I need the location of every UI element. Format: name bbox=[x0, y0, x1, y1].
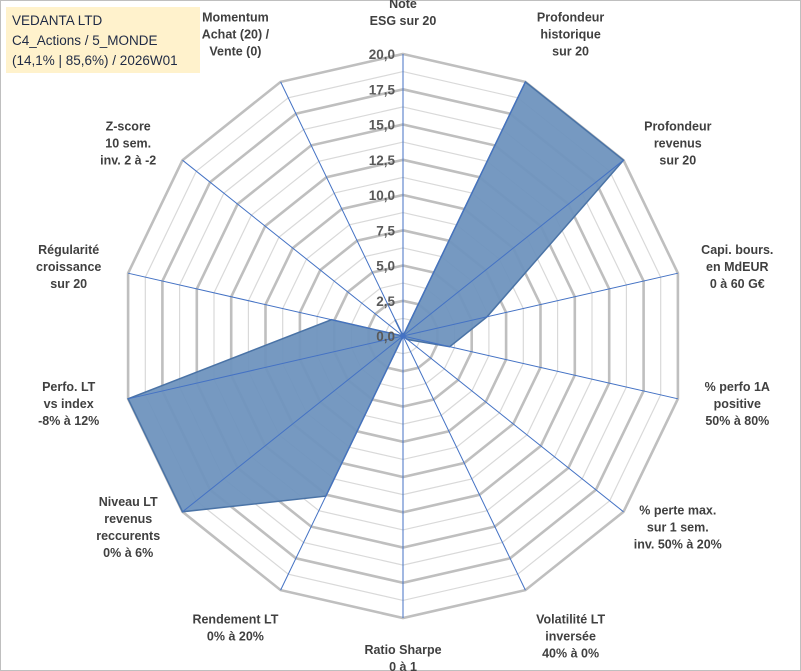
category-label: en MdEUR bbox=[706, 260, 769, 274]
category-label: Capi. bours. bbox=[701, 243, 773, 257]
category-label: Ratio Sharpe bbox=[364, 643, 441, 657]
radial-tick-label: 20,0 bbox=[369, 47, 395, 62]
title-box: VEDANTA LTD C4_Actions / 5_MONDE (14,1% … bbox=[6, 7, 200, 73]
category-label: sur 20 bbox=[50, 277, 87, 291]
category-label: vs index bbox=[44, 397, 94, 411]
category-label: 40% à 0% bbox=[542, 647, 599, 661]
category-label: Perfo. LT bbox=[42, 380, 96, 394]
category-label: ESG sur 20 bbox=[370, 14, 437, 28]
category-label: Profondeur bbox=[644, 120, 711, 134]
category-label: croissance bbox=[36, 260, 101, 274]
category-label: % perfo 1A bbox=[705, 380, 770, 394]
category-label: 0% à 6% bbox=[103, 546, 153, 560]
category-label: historique bbox=[540, 28, 600, 42]
radial-tick-label: 0,0 bbox=[376, 329, 395, 344]
category-label: sur 1 sem. bbox=[647, 521, 709, 535]
axis-spoke bbox=[402, 159, 624, 337]
category-label: Régularité bbox=[38, 243, 99, 257]
category-label: 10 sem. bbox=[105, 137, 151, 151]
category-label: % perte max. bbox=[639, 504, 716, 518]
category-label: -8% à 12% bbox=[38, 414, 99, 428]
axis-spoke bbox=[280, 335, 404, 591]
category-label: Niveau LT bbox=[99, 495, 158, 509]
category-label: revenus bbox=[104, 512, 152, 526]
category-label: sur 20 bbox=[552, 45, 589, 59]
axis-spoke bbox=[402, 335, 526, 591]
axis-spoke bbox=[182, 159, 404, 337]
category-label: Z-score bbox=[106, 120, 151, 134]
category-label: 0 à 60 G€ bbox=[710, 277, 765, 291]
axis-spoke bbox=[402, 272, 679, 337]
category-label: reccurents bbox=[96, 529, 160, 543]
axis-spoke bbox=[402, 335, 624, 513]
category-label: sur 20 bbox=[659, 154, 696, 168]
category-label: Note bbox=[389, 0, 417, 11]
radial-tick-label: 2,5 bbox=[376, 294, 395, 309]
category-label: Momentum bbox=[202, 11, 269, 25]
category-label: 50% à 80% bbox=[705, 414, 769, 428]
category-label: 0% à 20% bbox=[207, 630, 264, 644]
radial-tick-label: 12,5 bbox=[369, 153, 396, 168]
radial-tick-label: 15,0 bbox=[369, 118, 395, 133]
axis-spoke bbox=[127, 335, 404, 400]
axis-spoke bbox=[280, 81, 404, 337]
category-label: inversée bbox=[545, 630, 596, 644]
axis-spoke bbox=[127, 272, 404, 337]
axis-spoke bbox=[182, 335, 404, 513]
radial-tick-label: 17,5 bbox=[369, 82, 396, 97]
category-label: positive bbox=[714, 397, 761, 411]
category-label: Rendement LT bbox=[192, 613, 278, 627]
title-category: C4_Actions / 5_MONDE bbox=[12, 33, 158, 48]
category-label: Achat (20) / bbox=[202, 28, 270, 42]
category-label: 0 à 1 bbox=[389, 660, 417, 671]
category-label: inv. 2 à -2 bbox=[100, 154, 156, 168]
title-company: VEDANTA LTD bbox=[12, 13, 103, 28]
radial-tick-label: 10,0 bbox=[369, 188, 395, 203]
category-label: inv. 50% à 20% bbox=[634, 538, 722, 552]
title-stats: (14,1% | 85,6%) / 2026W01 bbox=[12, 53, 178, 68]
category-label: revenus bbox=[654, 137, 702, 151]
radial-tick-label: 5,0 bbox=[376, 259, 395, 274]
category-label: Profondeur bbox=[537, 11, 604, 25]
category-label: Vente (0) bbox=[209, 45, 261, 59]
radial-tick-label: 7,5 bbox=[376, 223, 395, 238]
category-label: Volatilité LT bbox=[536, 613, 605, 627]
axis-spoke bbox=[402, 81, 526, 337]
axis-spoke bbox=[402, 335, 679, 400]
